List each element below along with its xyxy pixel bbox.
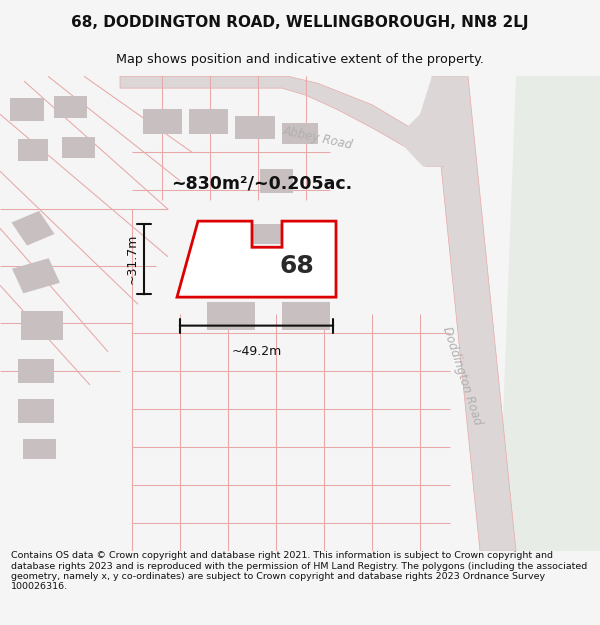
Text: 68: 68: [280, 254, 314, 278]
Bar: [12, 258, 60, 293]
Polygon shape: [396, 76, 468, 166]
Text: ~830m²/~0.205ac.: ~830m²/~0.205ac.: [171, 174, 352, 192]
Text: 68, DODDINGTON ROAD, WELLINGBOROUGH, NN8 2LJ: 68, DODDINGTON ROAD, WELLINGBOROUGH, NN8…: [71, 15, 529, 30]
Text: ~31.7m: ~31.7m: [125, 234, 139, 284]
Polygon shape: [498, 76, 600, 551]
Bar: [252, 224, 286, 244]
Bar: [18, 399, 54, 423]
Bar: [190, 109, 229, 134]
Bar: [282, 122, 318, 144]
Bar: [18, 139, 48, 161]
Polygon shape: [120, 76, 444, 166]
Bar: [207, 302, 255, 330]
Bar: [235, 116, 275, 139]
Bar: [21, 311, 63, 340]
Bar: [282, 302, 330, 330]
Text: Doddington Road: Doddington Road: [440, 324, 484, 426]
Bar: [23, 439, 56, 459]
Bar: [260, 169, 293, 192]
Bar: [10, 98, 44, 121]
Polygon shape: [177, 221, 336, 297]
Text: ~49.2m: ~49.2m: [232, 345, 281, 358]
Bar: [11, 211, 55, 246]
Text: Abbey Road: Abbey Road: [282, 124, 354, 152]
Bar: [143, 109, 182, 134]
Bar: [54, 96, 88, 118]
Text: Map shows position and indicative extent of the property.: Map shows position and indicative extent…: [116, 53, 484, 66]
Text: Contains OS data © Crown copyright and database right 2021. This information is : Contains OS data © Crown copyright and d…: [11, 551, 587, 591]
Bar: [18, 359, 54, 382]
Bar: [62, 137, 95, 158]
Polygon shape: [432, 76, 516, 551]
